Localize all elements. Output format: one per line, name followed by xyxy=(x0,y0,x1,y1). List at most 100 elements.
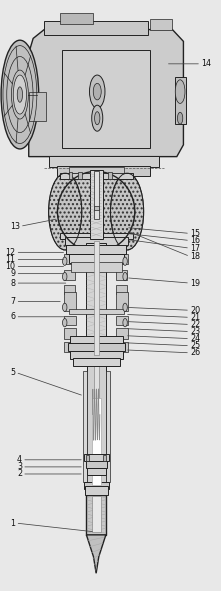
Bar xyxy=(60,233,133,239)
Bar xyxy=(108,172,112,179)
Bar xyxy=(94,206,99,210)
Bar xyxy=(90,170,103,239)
Ellipse shape xyxy=(13,75,27,114)
Ellipse shape xyxy=(177,112,183,124)
Bar xyxy=(116,316,128,325)
Text: 17: 17 xyxy=(190,243,200,253)
Bar xyxy=(92,496,101,532)
Bar xyxy=(175,77,186,124)
Ellipse shape xyxy=(123,319,127,327)
Bar xyxy=(64,254,76,264)
Text: 3: 3 xyxy=(17,462,22,472)
Text: 5: 5 xyxy=(10,368,15,377)
Ellipse shape xyxy=(1,40,39,149)
Bar xyxy=(97,172,101,179)
Ellipse shape xyxy=(92,105,103,131)
Bar xyxy=(150,19,172,30)
Bar xyxy=(92,398,101,485)
Text: 4: 4 xyxy=(17,455,22,465)
Bar xyxy=(64,285,75,294)
Bar xyxy=(87,365,106,488)
Bar xyxy=(116,328,128,339)
Ellipse shape xyxy=(90,75,105,108)
Bar xyxy=(86,461,107,468)
Bar xyxy=(78,172,82,179)
Text: 21: 21 xyxy=(190,313,200,322)
Bar xyxy=(60,13,93,24)
Bar xyxy=(86,495,106,535)
Ellipse shape xyxy=(123,257,127,265)
Text: 14: 14 xyxy=(201,59,211,69)
Bar xyxy=(49,156,159,167)
Bar xyxy=(86,455,89,461)
Ellipse shape xyxy=(175,80,185,103)
Bar xyxy=(73,358,120,366)
Bar xyxy=(116,285,127,294)
Text: 8: 8 xyxy=(10,278,15,288)
Bar xyxy=(64,316,76,325)
Bar xyxy=(69,172,72,179)
Ellipse shape xyxy=(49,173,82,250)
Ellipse shape xyxy=(63,303,67,311)
Ellipse shape xyxy=(57,171,135,252)
Bar xyxy=(69,167,124,173)
Text: 1: 1 xyxy=(10,518,15,528)
Ellipse shape xyxy=(110,173,144,250)
Bar xyxy=(106,371,110,482)
Polygon shape xyxy=(29,30,183,157)
Bar xyxy=(94,241,99,355)
Text: 7: 7 xyxy=(10,297,15,306)
Bar xyxy=(94,171,99,219)
Ellipse shape xyxy=(123,272,127,281)
Bar xyxy=(68,343,125,351)
Bar xyxy=(84,454,109,461)
Bar xyxy=(70,336,123,344)
Text: 12: 12 xyxy=(5,248,15,257)
Bar xyxy=(103,455,106,461)
Ellipse shape xyxy=(63,257,67,265)
Bar xyxy=(66,245,126,254)
Text: 24: 24 xyxy=(190,334,200,343)
Bar xyxy=(69,254,124,263)
Bar xyxy=(116,254,128,264)
Ellipse shape xyxy=(17,87,23,102)
Text: 18: 18 xyxy=(190,252,200,261)
Text: 23: 23 xyxy=(190,327,200,336)
Bar xyxy=(64,328,76,339)
Bar xyxy=(69,309,124,314)
Bar xyxy=(44,21,148,35)
Bar xyxy=(116,342,128,352)
Ellipse shape xyxy=(63,272,67,281)
Bar xyxy=(85,486,108,495)
Bar xyxy=(60,173,133,179)
Bar xyxy=(86,243,106,355)
Text: 16: 16 xyxy=(190,236,200,245)
Bar xyxy=(62,50,150,148)
Bar xyxy=(64,342,76,352)
Ellipse shape xyxy=(123,303,127,311)
Text: 10: 10 xyxy=(6,262,15,271)
Text: 2: 2 xyxy=(17,469,22,479)
Text: 13: 13 xyxy=(10,222,20,231)
Bar xyxy=(70,351,123,359)
Bar xyxy=(29,92,46,121)
Bar xyxy=(116,270,127,280)
Text: 26: 26 xyxy=(190,348,200,358)
Bar xyxy=(64,270,75,280)
Bar xyxy=(94,365,99,488)
Ellipse shape xyxy=(95,112,100,125)
Text: 11: 11 xyxy=(6,255,15,264)
Polygon shape xyxy=(86,535,106,573)
Text: 25: 25 xyxy=(190,341,200,350)
Ellipse shape xyxy=(63,319,67,327)
Bar xyxy=(65,237,128,245)
Ellipse shape xyxy=(93,83,101,100)
Text: 9: 9 xyxy=(10,269,15,278)
Bar xyxy=(64,292,76,311)
Text: 6: 6 xyxy=(10,312,15,322)
Bar xyxy=(84,482,109,489)
Text: 15: 15 xyxy=(190,229,200,238)
Text: 22: 22 xyxy=(190,320,200,329)
Bar xyxy=(87,468,106,475)
Bar xyxy=(57,166,150,176)
